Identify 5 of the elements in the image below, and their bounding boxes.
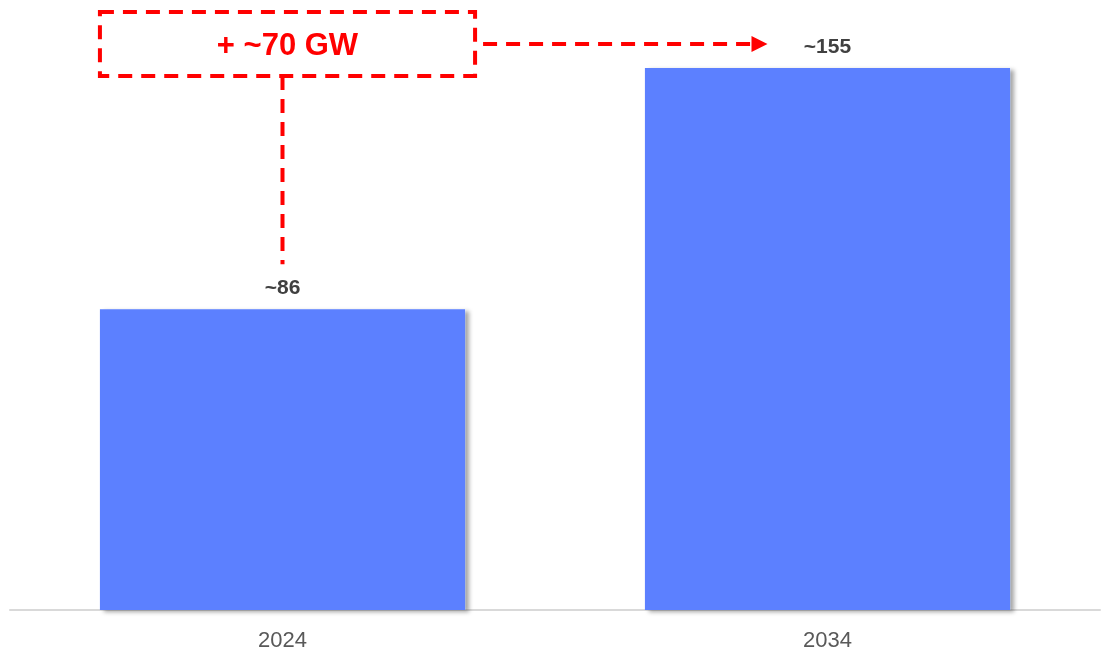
x-tick-label: 2024 bbox=[258, 626, 307, 652]
data-label: ~86 bbox=[264, 275, 301, 299]
text: + ~70 GW bbox=[216, 27, 359, 62]
x-tick-label: 2034 bbox=[803, 626, 852, 652]
data-label: ~155 bbox=[803, 34, 852, 57]
